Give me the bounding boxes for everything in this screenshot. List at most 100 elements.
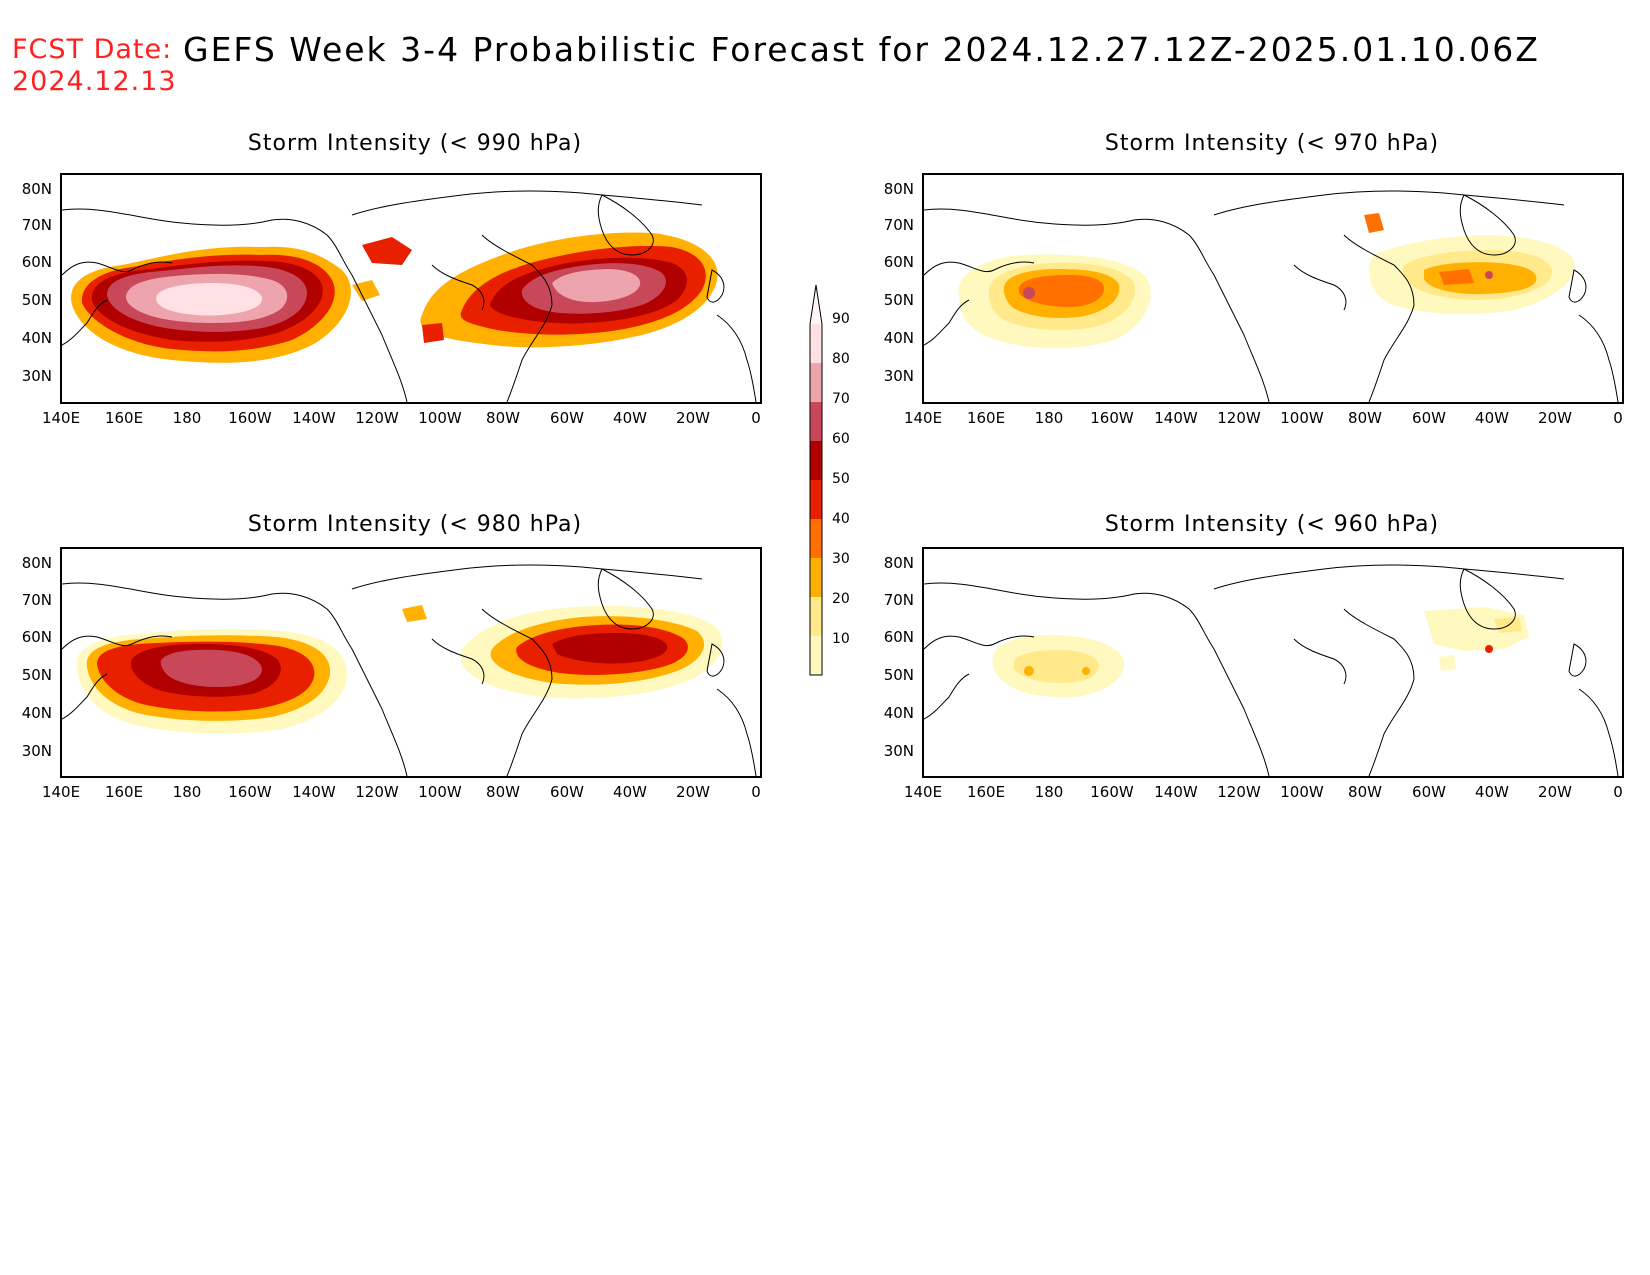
lat-tick: 30N xyxy=(883,742,914,760)
lon-tick: 140W xyxy=(292,783,336,801)
lon-tick: 140E xyxy=(41,783,81,801)
colorbar-segment xyxy=(810,363,822,402)
lat-tick: 60N xyxy=(21,253,52,271)
panel-title-960: Storm Intensity (< 960 hPa) xyxy=(1104,512,1440,537)
colorbar-label: 80 xyxy=(832,351,850,367)
lon-tick: 160E xyxy=(966,409,1006,427)
map-panel-980 xyxy=(60,547,762,778)
lon-tick: 120W xyxy=(355,783,399,801)
lon-tick: 140E xyxy=(41,409,81,427)
lat-tick: 70N xyxy=(883,591,914,609)
lon-tick: 0 xyxy=(1613,783,1623,801)
lat-tick: 30N xyxy=(883,367,914,385)
colorbar-segment xyxy=(810,597,822,636)
lon-tick: 100W xyxy=(1280,783,1324,801)
map-svg-990 xyxy=(62,190,757,402)
map-svg-980 xyxy=(62,564,757,776)
lat-tick: 40N xyxy=(883,704,914,722)
lon-tick: 0 xyxy=(751,783,761,801)
colorbar-segment xyxy=(810,402,822,441)
colorbar-label: 60 xyxy=(832,431,850,447)
lon-tick: 180 xyxy=(172,409,202,427)
main-title: GEFS Week 3-4 Probabilistic Forecast for… xyxy=(183,30,1540,69)
lat-tick: 70N xyxy=(21,216,52,234)
lon-tick: 80W xyxy=(1348,783,1382,801)
colorbar-segment xyxy=(810,558,822,597)
lon-tick: 160W xyxy=(1090,783,1134,801)
lon-tick: 20W xyxy=(676,409,710,427)
lat-tick: 50N xyxy=(21,291,52,309)
lat-tick: 80N xyxy=(21,180,52,198)
panel-title-980: Storm Intensity (< 980 hPa) xyxy=(247,512,583,537)
lon-tick: 100W xyxy=(418,409,462,427)
map-svg-970 xyxy=(924,190,1619,402)
lon-tick: 140W xyxy=(1154,783,1198,801)
map-panel-990 xyxy=(60,173,762,404)
lon-tick: 160E xyxy=(104,409,144,427)
lon-tick: 60W xyxy=(1412,783,1446,801)
lon-tick: 180 xyxy=(1034,409,1064,427)
lon-tick: 60W xyxy=(1412,409,1446,427)
lat-tick: 30N xyxy=(21,742,52,760)
colorbar-svg xyxy=(809,284,823,676)
lon-tick: 40W xyxy=(1475,409,1509,427)
lon-tick: 40W xyxy=(613,409,647,427)
lon-tick: 80W xyxy=(1348,409,1382,427)
fcst-date-value: 2024.12.13 xyxy=(12,66,177,97)
lon-tick: 20W xyxy=(1538,409,1572,427)
lon-tick: 160E xyxy=(966,783,1006,801)
lat-tick: 60N xyxy=(883,253,914,271)
lon-tick: 80W xyxy=(486,783,520,801)
lat-tick: 60N xyxy=(883,628,914,646)
colorbar-segment xyxy=(810,519,822,558)
colorbar-label: 10 xyxy=(832,631,850,647)
colorbar-segment xyxy=(810,441,822,480)
lon-tick: 160W xyxy=(228,409,272,427)
lon-tick: 100W xyxy=(418,783,462,801)
lon-tick: 160W xyxy=(1090,409,1134,427)
map-panel-960 xyxy=(922,547,1624,778)
colorbar-segment xyxy=(810,285,822,324)
panel-title-990: Storm Intensity (< 990 hPa) xyxy=(247,131,583,156)
lat-tick: 60N xyxy=(21,628,52,646)
colorbar-outline xyxy=(809,284,823,676)
lat-tick: 80N xyxy=(883,180,914,198)
lon-tick: 40W xyxy=(613,783,647,801)
lat-tick: 50N xyxy=(21,666,52,684)
colorbar-segment xyxy=(810,636,822,675)
colorbar-label: 70 xyxy=(832,391,850,407)
colorbar-label: 50 xyxy=(832,471,850,487)
lon-tick: 180 xyxy=(1034,783,1064,801)
lon-tick: 20W xyxy=(1538,783,1572,801)
map-panel-970 xyxy=(922,173,1624,404)
lat-tick: 40N xyxy=(883,329,914,347)
colorbar-label: 30 xyxy=(832,551,850,567)
lon-tick: 140E xyxy=(903,783,943,801)
lon-tick: 140E xyxy=(903,409,943,427)
map-svg-960 xyxy=(924,564,1619,776)
lat-tick: 30N xyxy=(21,367,52,385)
lon-tick: 180 xyxy=(172,783,202,801)
lon-tick: 120W xyxy=(1217,409,1261,427)
lon-tick: 20W xyxy=(676,783,710,801)
lon-tick: 120W xyxy=(355,409,399,427)
colorbar xyxy=(808,275,848,685)
lon-tick: 0 xyxy=(751,409,761,427)
lat-tick: 80N xyxy=(21,554,52,572)
lon-tick: 140W xyxy=(292,409,336,427)
lat-tick: 40N xyxy=(21,329,52,347)
lon-tick: 60W xyxy=(550,783,584,801)
lon-tick: 120W xyxy=(1217,783,1261,801)
lat-tick: 80N xyxy=(883,554,914,572)
lat-tick: 50N xyxy=(883,666,914,684)
colorbar-label: 40 xyxy=(832,511,850,527)
colorbar-segment xyxy=(810,324,822,363)
lat-tick: 70N xyxy=(21,591,52,609)
colorbar-segment xyxy=(810,480,822,519)
lat-tick: 40N xyxy=(21,704,52,722)
colorbar-label: 20 xyxy=(832,591,850,607)
lon-tick: 60W xyxy=(550,409,584,427)
colorbar-label: 90 xyxy=(832,311,850,327)
panel-title-970: Storm Intensity (< 970 hPa) xyxy=(1104,131,1440,156)
lon-tick: 100W xyxy=(1280,409,1324,427)
